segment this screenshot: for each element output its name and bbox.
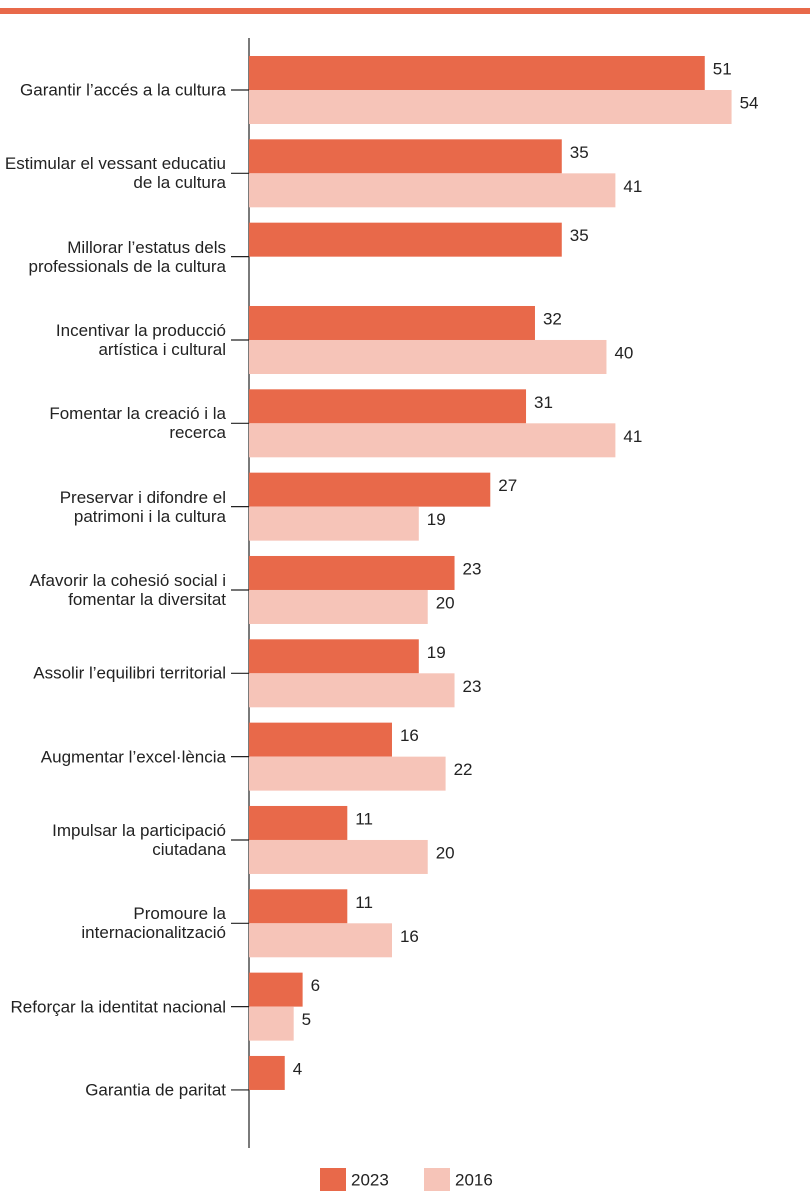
top-rule bbox=[0, 8, 810, 14]
bar bbox=[249, 972, 303, 1007]
bar bbox=[249, 1006, 294, 1041]
value-label: 16 bbox=[400, 927, 419, 946]
legend-swatch bbox=[320, 1168, 346, 1191]
category-label: Augmentar l’excel·lència bbox=[40, 747, 226, 767]
bar bbox=[249, 222, 562, 257]
category-label: Garantia de paritat bbox=[85, 1080, 226, 1100]
bar bbox=[249, 90, 732, 124]
category-label: Preservar i difondre el patrimoni i la c… bbox=[59, 487, 226, 526]
bar bbox=[249, 173, 616, 208]
bar bbox=[249, 756, 446, 791]
category-label: Millorar l’estatus dels professionals de… bbox=[28, 237, 226, 276]
bar bbox=[249, 839, 428, 874]
value-label: 16 bbox=[400, 726, 419, 745]
bar bbox=[249, 339, 607, 374]
category-label: Reforçar la identitat nacional bbox=[10, 997, 226, 1017]
value-label: 4 bbox=[293, 1059, 302, 1078]
bar bbox=[249, 506, 419, 541]
category-label: Impulsar la participació ciutadana bbox=[52, 820, 226, 859]
value-label: 11 bbox=[355, 893, 373, 912]
bar bbox=[249, 673, 455, 708]
bar bbox=[249, 639, 419, 674]
value-label: 19 bbox=[427, 643, 446, 662]
bar bbox=[249, 139, 562, 174]
value-label: 32 bbox=[543, 309, 562, 328]
bar bbox=[249, 305, 535, 340]
value-label: 41 bbox=[623, 177, 642, 196]
bar bbox=[249, 423, 616, 458]
legend-label: 2016 bbox=[455, 1170, 493, 1189]
category-label: Fomentar la creació i la recerca bbox=[49, 404, 226, 443]
category-label: Estimular el vessant educatiu de la cult… bbox=[4, 154, 226, 193]
bar bbox=[249, 389, 527, 424]
value-label: 6 bbox=[311, 976, 320, 995]
value-label: 31 bbox=[534, 393, 553, 412]
bar bbox=[249, 555, 455, 590]
value-label: 22 bbox=[454, 760, 473, 779]
value-label: 35 bbox=[570, 143, 589, 162]
legend-swatch bbox=[424, 1168, 450, 1191]
bar bbox=[249, 889, 348, 924]
bar bbox=[249, 472, 491, 507]
value-label: 51 bbox=[713, 59, 732, 78]
category-label: Promoure la internacionalització bbox=[81, 904, 226, 943]
bar bbox=[249, 56, 705, 90]
value-label: 35 bbox=[570, 226, 589, 245]
value-label: 40 bbox=[614, 343, 633, 362]
value-label: 19 bbox=[427, 510, 446, 529]
bar bbox=[249, 722, 392, 757]
legend-label: 2023 bbox=[351, 1170, 389, 1189]
value-label: 5 bbox=[302, 1010, 311, 1029]
value-label: 20 bbox=[436, 593, 455, 612]
category-label: Assolir l’equilibri territorial bbox=[33, 663, 226, 683]
bar bbox=[249, 589, 428, 624]
value-label: 20 bbox=[436, 843, 455, 862]
bar bbox=[249, 805, 348, 840]
value-label: 41 bbox=[623, 427, 642, 446]
value-label: 23 bbox=[463, 677, 482, 696]
category-label: Afavorir la cohesió social i fomentar la… bbox=[29, 570, 226, 609]
value-label: 54 bbox=[740, 93, 759, 112]
value-label: 27 bbox=[498, 476, 517, 495]
category-label: Garantir l’accés a la cultura bbox=[20, 80, 226, 100]
value-label: 23 bbox=[463, 559, 482, 578]
bar bbox=[249, 1055, 285, 1090]
bar bbox=[249, 923, 392, 958]
value-label: 11 bbox=[355, 809, 373, 828]
category-label: Incentivar la producció artística i cult… bbox=[55, 320, 226, 359]
